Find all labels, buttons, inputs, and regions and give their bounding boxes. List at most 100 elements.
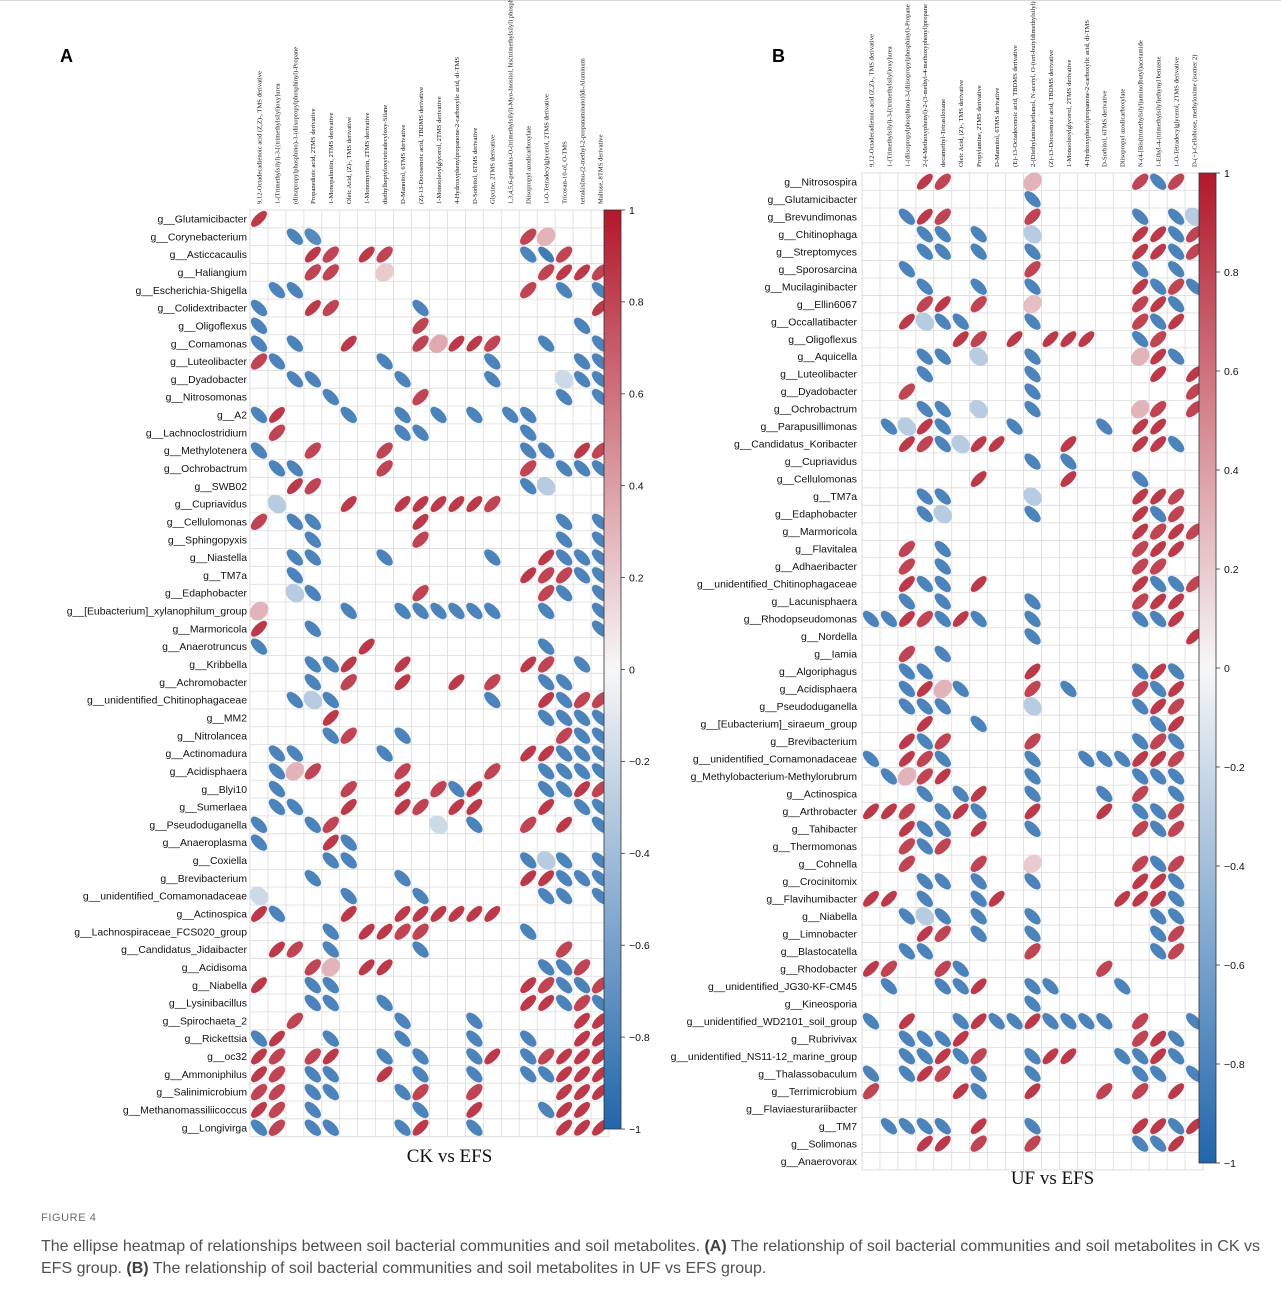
correlation-ellipse	[1060, 1048, 1077, 1065]
figure-label: FIGURE 4	[41, 1212, 97, 1224]
correlation-ellipse	[340, 780, 357, 798]
correlation-ellipse	[394, 674, 411, 691]
correlation-ellipse	[376, 745, 393, 762]
correlation-ellipse	[862, 1065, 880, 1082]
correlation-ellipse	[304, 531, 321, 548]
correlation-ellipse	[934, 226, 951, 243]
correlation-ellipse	[934, 978, 951, 995]
correlation-ellipse	[988, 1013, 1005, 1030]
correlation-ellipse	[934, 1065, 951, 1082]
row-label: g__Thalassobaculum	[758, 1069, 857, 1080]
correlation-ellipse	[970, 1013, 987, 1030]
correlation-ellipse	[934, 925, 951, 942]
correlation-ellipse	[1150, 313, 1167, 330]
correlation-ellipse	[536, 476, 556, 496]
correlation-ellipse	[484, 674, 501, 691]
row-label: g__Actinospica	[787, 789, 858, 800]
correlation-ellipse	[1024, 908, 1041, 925]
correlation-ellipse	[267, 494, 287, 514]
column-label: 1-Monooleoylglycerol, 2TMS derivative	[1066, 59, 1073, 167]
colorbar-tick-label: −1	[1224, 1158, 1236, 1170]
correlation-ellipse	[898, 943, 916, 960]
correlation-ellipse	[520, 460, 537, 477]
correlation-ellipse	[430, 406, 447, 424]
correlation-ellipse	[1150, 925, 1167, 942]
correlation-ellipse	[304, 674, 321, 691]
correlation-ellipse	[304, 371, 321, 388]
correlation-ellipse	[250, 1030, 268, 1047]
correlation-ellipse	[250, 816, 268, 833]
correlation-ellipse	[394, 424, 411, 441]
correlation-ellipse	[322, 264, 339, 281]
correlation-ellipse	[1006, 331, 1023, 348]
correlation-ellipse	[1150, 1065, 1167, 1082]
correlation-ellipse	[1167, 1030, 1185, 1047]
correlation-ellipse	[1132, 576, 1149, 592]
correlation-ellipse	[322, 977, 339, 994]
correlation-ellipse	[916, 1030, 933, 1047]
correlation-ellipse	[250, 513, 268, 531]
correlation-ellipse	[322, 246, 339, 263]
correlation-ellipse	[304, 442, 321, 459]
correlation-ellipse	[1132, 680, 1149, 698]
column-label: N-(4-[Bis(trimethylsilyl)amino]butyl)ace…	[1138, 40, 1145, 167]
row-label: g__Methanomassiliicoccus	[123, 1106, 247, 1117]
correlation-ellipse	[916, 873, 933, 890]
correlation-ellipse	[520, 656, 537, 673]
correlation-ellipse	[304, 977, 321, 994]
heatmap-panel-b: g__Nitrosospira g__Glutamicibacter g__Brev…	[671, 1, 1245, 1189]
correlation-ellipse	[1132, 243, 1149, 260]
correlation-ellipse	[1132, 296, 1149, 313]
correlation-ellipse	[1024, 785, 1041, 803]
correlation-ellipse	[1168, 523, 1185, 540]
correlation-ellipse	[1132, 1083, 1149, 1100]
correlation-ellipse	[322, 941, 339, 958]
correlation-ellipse	[520, 1030, 537, 1047]
correlation-ellipse	[1167, 890, 1185, 907]
correlation-ellipse	[466, 496, 483, 513]
row-label: g__Tahibacter	[792, 824, 858, 835]
correlation-ellipse	[934, 558, 951, 575]
correlation-ellipse	[1042, 978, 1059, 995]
row-label: g__Algoriphagus	[779, 667, 857, 678]
correlation-ellipse	[1150, 400, 1167, 418]
correlation-ellipse	[376, 549, 393, 566]
column-label: D-(+)-Cellobiose, methyloxime (isomer 2)	[1191, 55, 1198, 168]
correlation-ellipse	[303, 690, 323, 710]
correlation-ellipse	[1132, 506, 1149, 523]
correlation-ellipse	[970, 908, 987, 925]
correlation-ellipse	[555, 282, 573, 299]
correlation-ellipse	[880, 610, 898, 628]
correlation-ellipse	[322, 1048, 339, 1065]
correlation-ellipse	[1132, 436, 1149, 453]
correlation-ellipse	[538, 264, 555, 281]
correlation-ellipse	[268, 763, 286, 780]
correlation-ellipse	[376, 1066, 393, 1083]
row-label: g__Luteolibacter	[170, 357, 247, 368]
correlation-ellipse	[466, 1101, 483, 1118]
correlation-ellipse	[1060, 331, 1077, 348]
correlation-ellipse	[412, 905, 429, 922]
row-label: g__Streptomyces	[776, 247, 857, 258]
correlation-ellipse	[304, 656, 321, 673]
correlation-ellipse	[1096, 418, 1113, 435]
correlation-ellipse	[286, 798, 304, 816]
correlation-ellipse	[1132, 785, 1149, 803]
correlation-ellipse	[322, 388, 339, 406]
correlation-ellipse	[520, 228, 537, 245]
correlation-ellipse	[394, 781, 411, 798]
correlation-ellipse	[1096, 803, 1113, 820]
correlation-ellipse	[1167, 261, 1185, 278]
correlation-ellipse	[1024, 925, 1041, 942]
colorbar-tick-label: 0	[629, 664, 635, 676]
correlation-ellipse	[358, 923, 375, 940]
correlation-ellipse	[916, 208, 933, 225]
correlation-ellipse	[1024, 1135, 1041, 1152]
correlation-ellipse	[970, 1083, 987, 1100]
correlation-ellipse	[1167, 908, 1185, 925]
correlation-ellipse	[574, 1048, 591, 1065]
correlation-ellipse	[1114, 1048, 1131, 1065]
correlation-ellipse	[340, 656, 357, 673]
correlation-ellipse	[429, 815, 448, 835]
correlation-ellipse	[286, 549, 304, 566]
